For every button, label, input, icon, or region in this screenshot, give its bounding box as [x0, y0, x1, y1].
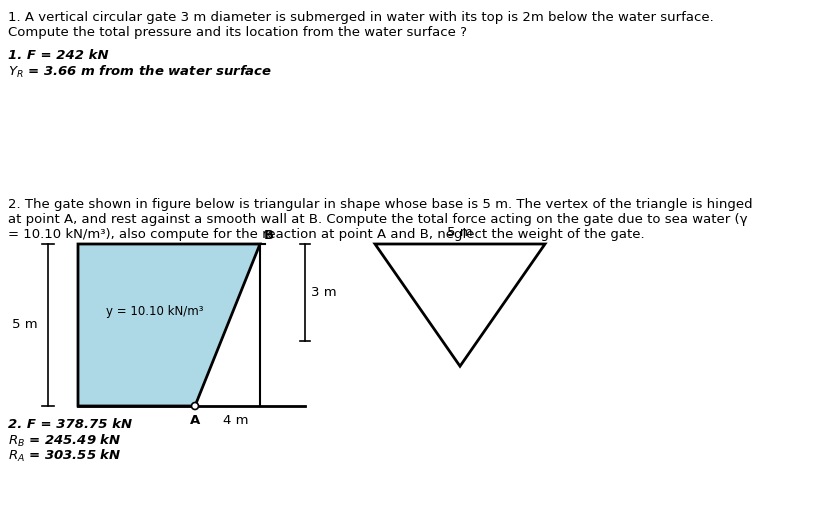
- Text: 3 m: 3 m: [311, 286, 337, 299]
- Text: y = 10.10 kN/m³: y = 10.10 kN/m³: [106, 304, 204, 317]
- Text: $\mathit{R_B}$ = 245.49 kN: $\mathit{R_B}$ = 245.49 kN: [8, 433, 122, 449]
- Text: B: B: [264, 229, 274, 242]
- Text: A: A: [190, 414, 200, 427]
- Polygon shape: [375, 244, 545, 366]
- Text: = 10.10 kN/m³), also compute for the reaction at point A and B, neglect the weig: = 10.10 kN/m³), also compute for the rea…: [8, 228, 644, 241]
- Text: at point A, and rest against a smooth wall at B. Compute the total force acting : at point A, and rest against a smooth wa…: [8, 213, 748, 226]
- Text: $\mathit{Y_R}$ = 3.66 m from the water surface: $\mathit{Y_R}$ = 3.66 m from the water s…: [8, 64, 272, 80]
- Text: Compute the total pressure and its location from the water surface ?: Compute the total pressure and its locat…: [8, 26, 467, 39]
- Text: 4 m: 4 m: [223, 414, 249, 427]
- Circle shape: [192, 402, 198, 410]
- Polygon shape: [78, 244, 260, 406]
- Text: 1. A vertical circular gate 3 m diameter is submerged in water with its top is 2: 1. A vertical circular gate 3 m diameter…: [8, 11, 714, 24]
- Text: 2. F = 378.75 kN: 2. F = 378.75 kN: [8, 418, 132, 431]
- Text: 2. The gate shown in figure below is triangular in shape whose base is 5 m. The : 2. The gate shown in figure below is tri…: [8, 198, 753, 211]
- Text: 1. F = 242 kN: 1. F = 242 kN: [8, 49, 108, 62]
- Text: 5 m: 5 m: [13, 318, 38, 331]
- Text: 5 m: 5 m: [447, 226, 473, 239]
- Text: $\mathit{R_A}$ = 303.55 kN: $\mathit{R_A}$ = 303.55 kN: [8, 448, 122, 464]
